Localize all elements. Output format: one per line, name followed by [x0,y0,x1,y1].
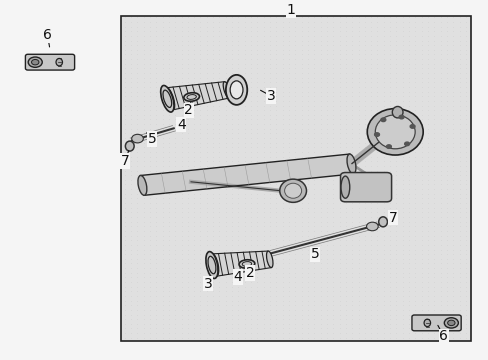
Text: 5: 5 [147,132,156,146]
Text: 3: 3 [203,276,212,291]
Ellipse shape [209,254,218,276]
Ellipse shape [56,58,62,66]
Circle shape [366,222,377,231]
Text: 2: 2 [184,103,193,117]
Text: 1: 1 [285,3,295,17]
Ellipse shape [423,319,429,327]
Bar [120,16,469,341]
Ellipse shape [164,88,174,110]
Text: 4: 4 [177,118,185,132]
Circle shape [31,59,39,65]
Text: 7: 7 [387,211,396,225]
Circle shape [444,318,457,328]
Polygon shape [212,251,271,276]
Ellipse shape [378,217,386,227]
Ellipse shape [391,107,402,118]
Ellipse shape [125,141,134,151]
Ellipse shape [230,81,243,99]
Text: 2: 2 [245,266,254,280]
Ellipse shape [138,175,146,195]
FancyBboxPatch shape [25,54,75,70]
Circle shape [409,125,414,128]
Circle shape [398,115,403,119]
Circle shape [380,118,385,122]
Ellipse shape [346,154,355,174]
Text: 6: 6 [439,329,447,343]
Ellipse shape [225,75,247,105]
Ellipse shape [340,176,349,198]
Circle shape [28,57,42,67]
Circle shape [386,145,390,148]
FancyBboxPatch shape [411,315,460,331]
Circle shape [374,133,379,136]
Circle shape [447,320,454,325]
Text: 5: 5 [310,247,319,261]
FancyBboxPatch shape [340,172,391,202]
Polygon shape [140,154,353,195]
Ellipse shape [183,93,199,101]
Ellipse shape [366,109,422,155]
Ellipse shape [239,260,254,268]
Ellipse shape [205,252,218,279]
Ellipse shape [279,179,306,202]
Text: 3: 3 [266,89,275,103]
Text: 6: 6 [43,28,52,42]
Text: 7: 7 [120,154,129,168]
Circle shape [131,134,143,143]
Ellipse shape [223,82,230,98]
Circle shape [404,142,408,146]
Ellipse shape [374,115,414,149]
Ellipse shape [284,183,301,198]
Ellipse shape [161,85,174,112]
Polygon shape [166,82,229,110]
Text: 4: 4 [233,270,242,284]
Ellipse shape [266,251,272,267]
